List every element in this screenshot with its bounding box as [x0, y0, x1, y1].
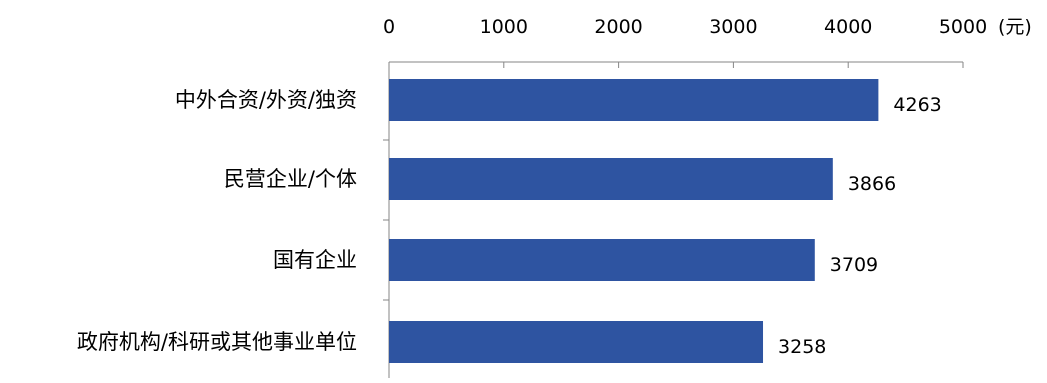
- bar: [389, 239, 815, 281]
- x-tick-label: 1000: [480, 16, 528, 38]
- category-label: 中外合资/外资/独资: [175, 88, 357, 112]
- bars: [389, 79, 879, 363]
- x-tick-label: 2000: [594, 16, 642, 38]
- axis-unit-label: (元): [998, 16, 1032, 38]
- x-tick-label: 4000: [824, 16, 872, 38]
- category-label: 民营企业/个体: [224, 167, 357, 191]
- data-label: 3258: [778, 336, 826, 358]
- bar: [389, 158, 833, 200]
- data-label: 4263: [893, 94, 941, 116]
- y-axis: [383, 62, 390, 378]
- data-label: 3709: [830, 254, 878, 276]
- x-tick-label: 0: [383, 16, 395, 38]
- bar: [389, 79, 879, 121]
- category-label: 政府机构/科研或其他事业单位: [77, 330, 357, 354]
- category-label: 国有企业: [273, 248, 357, 272]
- bar: [389, 321, 764, 363]
- x-axis: 0 1000 2000 3000 4000 5000: [383, 16, 987, 68]
- data-label: 3866: [848, 173, 896, 195]
- data-labels: 4263 3866 3709 3258: [778, 94, 942, 358]
- x-tick-label: 5000: [939, 16, 987, 38]
- x-tick-label: 3000: [709, 16, 757, 38]
